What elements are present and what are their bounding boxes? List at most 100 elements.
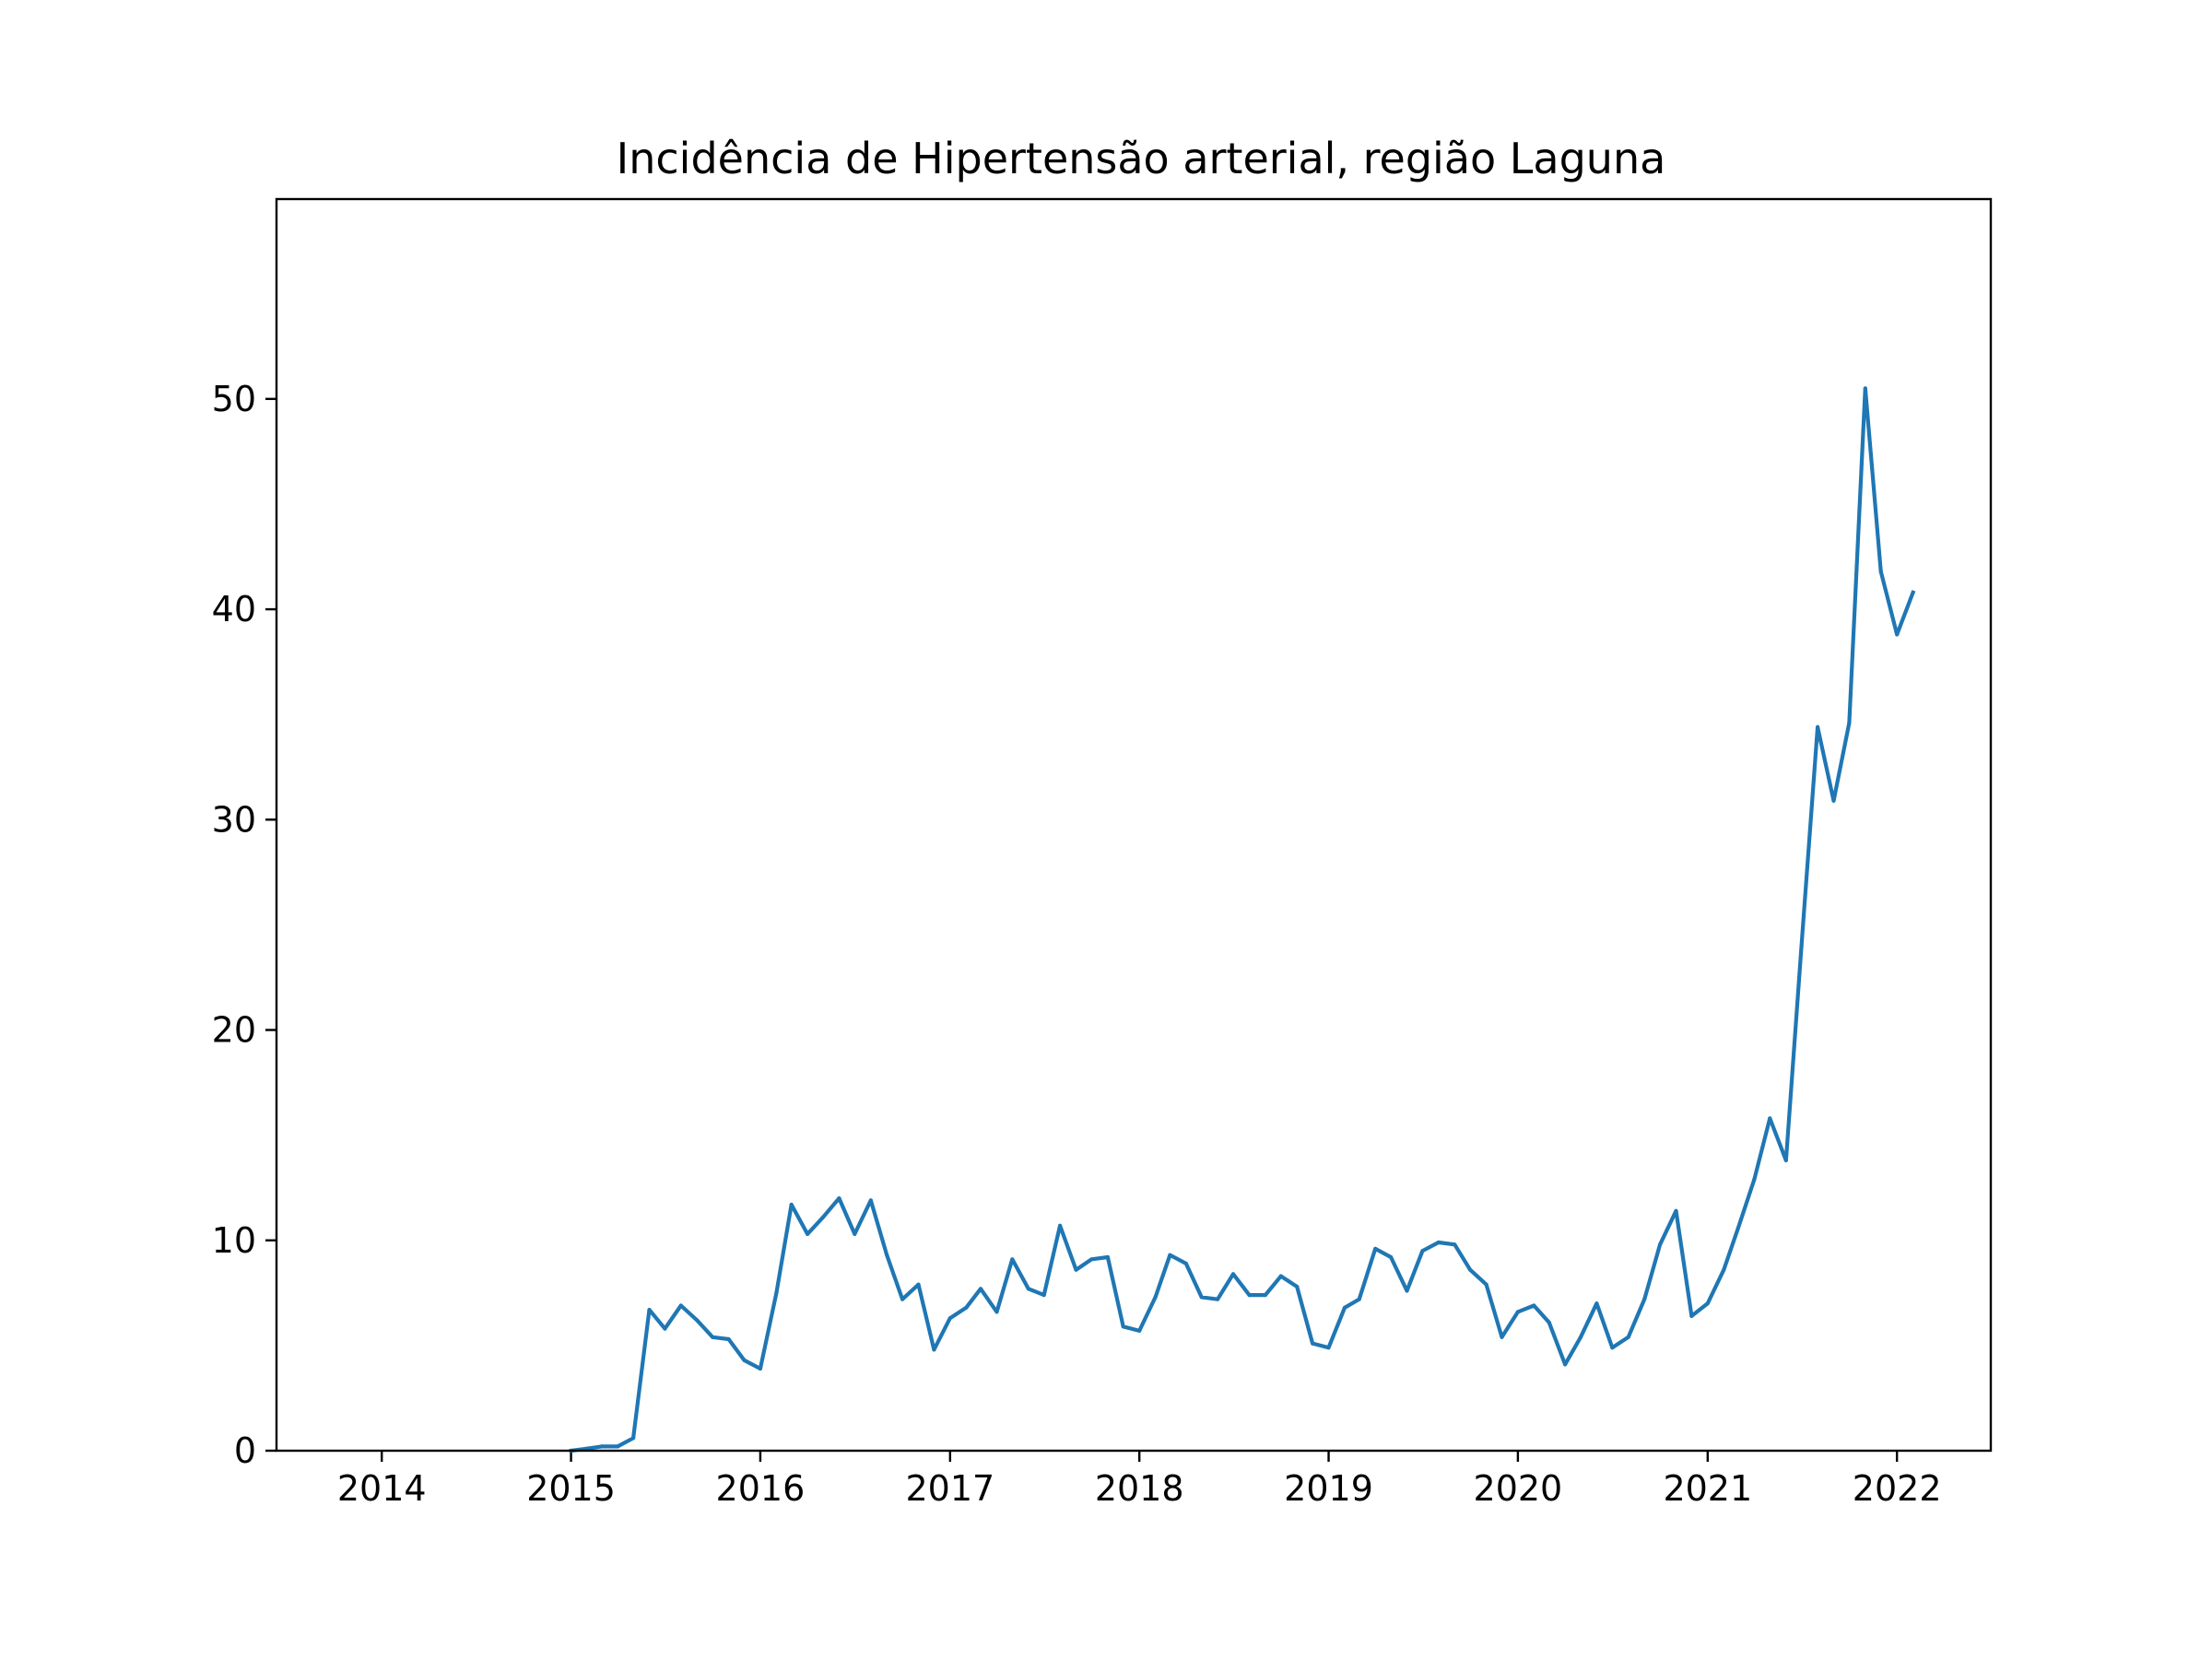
data-point — [1578, 1335, 1583, 1339]
data-point — [916, 1282, 921, 1287]
data-point — [1594, 1301, 1599, 1306]
data-point — [1735, 1226, 1741, 1230]
data-point — [1563, 1362, 1568, 1367]
x-tick-label: 2018 — [1095, 1468, 1184, 1509]
data-point — [932, 1347, 936, 1352]
data-point — [1121, 1324, 1125, 1329]
data-point — [789, 1202, 794, 1207]
data-point — [978, 1287, 983, 1291]
data-point — [1705, 1301, 1710, 1306]
data-point — [1278, 1274, 1283, 1278]
data-point — [900, 1297, 905, 1301]
chart-title: Incidência de Hipertensão arterial, regi… — [617, 134, 1666, 183]
data-point — [711, 1335, 715, 1339]
data-point — [1768, 1116, 1772, 1121]
data-point — [1041, 1293, 1046, 1298]
data-point — [853, 1231, 857, 1236]
data-point — [868, 1198, 873, 1203]
data-point — [1168, 1253, 1172, 1257]
y-tick-label: 50 — [212, 379, 256, 419]
data-point — [1547, 1320, 1551, 1324]
data-point — [663, 1326, 667, 1331]
plot-frame — [275, 197, 1993, 1453]
data-point — [1058, 1223, 1063, 1228]
data-point — [1895, 632, 1900, 637]
data-point — [1468, 1267, 1473, 1272]
data-point — [1863, 386, 1867, 391]
data-point — [1247, 1293, 1252, 1298]
data-point — [806, 1231, 810, 1236]
data-point — [631, 1436, 636, 1441]
data-point — [742, 1358, 747, 1362]
data-point — [678, 1303, 683, 1308]
series-line — [569, 386, 1916, 1453]
data-point — [1074, 1267, 1078, 1272]
data-point — [964, 1305, 969, 1310]
data-point — [1405, 1288, 1409, 1293]
data-point — [1357, 1297, 1361, 1301]
plot-area — [276, 199, 1991, 1451]
data-point — [1295, 1284, 1300, 1289]
data-point — [820, 1215, 826, 1219]
data-point — [695, 1318, 700, 1323]
data-point — [1216, 1297, 1220, 1301]
data-point — [1484, 1282, 1488, 1287]
y-tick-label: 20 — [212, 1010, 256, 1051]
data-point — [1342, 1305, 1347, 1310]
data-point — [1878, 569, 1883, 574]
x-tick-label: 2022 — [1853, 1468, 1942, 1509]
data-point — [994, 1310, 999, 1314]
data-point — [1436, 1240, 1441, 1245]
data-point — [1500, 1335, 1504, 1339]
data-point — [947, 1316, 952, 1321]
x-tick-label: 2020 — [1474, 1468, 1563, 1509]
data-point — [837, 1196, 841, 1201]
data-point — [1026, 1287, 1030, 1291]
x-tick-label: 2021 — [1663, 1468, 1752, 1509]
data-point — [1420, 1249, 1425, 1253]
data-point — [616, 1444, 620, 1449]
data-point — [1230, 1272, 1236, 1277]
data-point — [1311, 1341, 1315, 1346]
data-point — [1847, 721, 1852, 725]
data-point — [1089, 1257, 1094, 1262]
x-tick-label: 2014 — [337, 1468, 427, 1509]
data-point — [1674, 1208, 1678, 1213]
data-point — [1799, 944, 1804, 948]
data-point — [1263, 1293, 1267, 1298]
data-point — [1515, 1310, 1520, 1314]
data-point — [1453, 1242, 1457, 1247]
series-points — [569, 386, 1915, 1453]
data-point — [1532, 1303, 1536, 1308]
data-point — [1816, 724, 1820, 730]
x-tick-label: 2017 — [905, 1468, 994, 1509]
y-tick-label: 40 — [212, 589, 256, 629]
data-point — [1783, 1158, 1788, 1163]
data-point — [1183, 1261, 1188, 1265]
data-point — [885, 1253, 889, 1257]
x-tick-label: 2019 — [1284, 1468, 1373, 1509]
x-tick-label: 2016 — [716, 1468, 806, 1509]
data-point — [1642, 1297, 1647, 1301]
data-point — [1137, 1328, 1142, 1333]
data-point — [1153, 1295, 1158, 1300]
data-point — [1199, 1295, 1204, 1300]
data-point — [599, 1444, 604, 1449]
data-point — [758, 1366, 763, 1371]
data-point — [1610, 1346, 1615, 1350]
data-point — [1689, 1313, 1694, 1318]
x-tick-label: 2015 — [526, 1468, 616, 1509]
data-point — [1722, 1267, 1726, 1272]
data-point — [1105, 1254, 1110, 1260]
data-point — [1752, 1177, 1757, 1182]
data-point — [1626, 1335, 1630, 1339]
y-tick-label: 10 — [212, 1220, 256, 1261]
data-point — [647, 1308, 652, 1312]
data-point — [726, 1336, 731, 1342]
data-point — [1326, 1346, 1331, 1350]
data-point — [774, 1290, 779, 1295]
data-point — [1010, 1257, 1015, 1262]
data-point — [1658, 1242, 1663, 1247]
data-point — [1911, 590, 1915, 594]
